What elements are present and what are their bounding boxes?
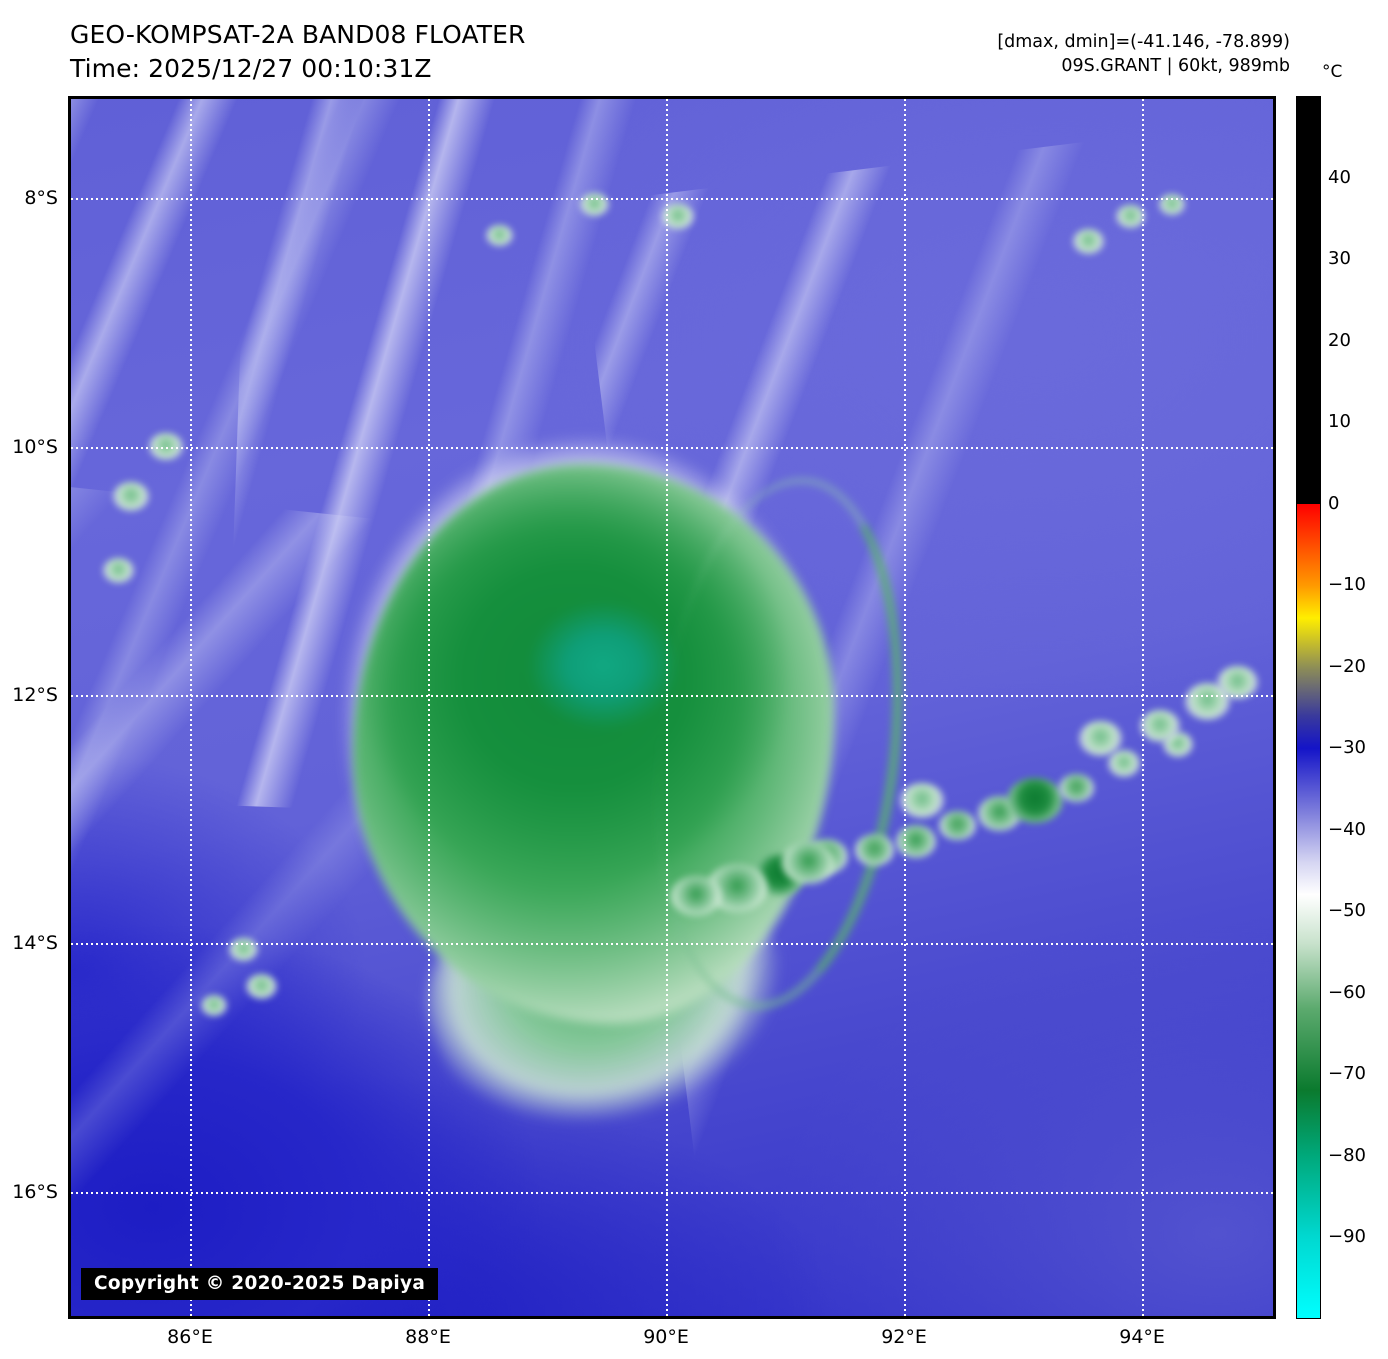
colorbar-tick-labels: 40 30 20 10 0 −10 −20 −30 −40 −50 −60 −70 −80 −90 [1322, 96, 1382, 1319]
convective-cell [782, 841, 836, 884]
colorbar-tick-minus20: −20 [1328, 655, 1366, 677]
ytick-label-10S: 10°S [12, 435, 58, 458]
colorbar-tick-10: 10 [1328, 411, 1351, 433]
convective-cell [670, 876, 721, 917]
convective-cell [895, 824, 937, 859]
convective-cell [149, 433, 183, 461]
page-title: GEO-KOMPSAT-2A BAND08 FLOATER [70, 20, 526, 49]
convective-cell [112, 481, 149, 511]
convective-cell [229, 938, 258, 962]
convective-cell [103, 558, 135, 584]
colorbar-tick-minus40: −40 [1328, 818, 1366, 840]
convective-cell [486, 225, 513, 247]
ytick-label-8S: 8°S [24, 187, 58, 210]
xtick-label-90E: 90°E [643, 1326, 689, 1348]
colorbar-tick-30: 30 [1328, 248, 1351, 270]
colorbar-tick-0: 0 [1328, 492, 1340, 514]
colorbar-tick-minus70: −70 [1328, 1063, 1366, 1085]
convective-cell [662, 204, 694, 230]
convective-cell [200, 994, 227, 1017]
colorbar-tick-minus30: −30 [1328, 737, 1366, 759]
ytick-label-16S: 16°S [12, 1180, 58, 1203]
convective-cell [939, 810, 976, 841]
colorbar-tick-minus10: −10 [1328, 574, 1366, 596]
convective-cell [1078, 721, 1123, 756]
colorbar-tick-20: 20 [1328, 329, 1351, 351]
xtick-label-88E: 88°E [405, 1326, 451, 1348]
timestamp-line: Time: 2025/12/27 00:10:31Z [70, 54, 432, 83]
convective-cell [900, 783, 944, 818]
metadata-block: [dmax, dmin]=(-41.146, -78.899) 09S.GRAN… [997, 30, 1290, 78]
convective-cell [1059, 774, 1094, 803]
colorbar-tick-minus60: −60 [1328, 981, 1366, 1003]
xtick-label-94E: 94°E [1119, 1326, 1165, 1348]
convective-cell [1007, 777, 1063, 824]
title-block: GEO-KOMPSAT-2A BAND08 FLOATER Time: 2025… [70, 18, 525, 86]
convective-cell [1216, 666, 1258, 699]
central-dense-overcast [353, 464, 835, 1024]
ytick-label-12S: 12°S [12, 684, 58, 707]
convective-cell [1158, 193, 1186, 216]
convective-cell [245, 974, 277, 1000]
convective-cell [1072, 229, 1105, 255]
convective-cell [1108, 750, 1141, 777]
colorbar-gradient [1297, 97, 1320, 1318]
convective-cell [580, 193, 610, 217]
xtick-label-92E: 92°E [881, 1326, 927, 1348]
temperature-colorbar[interactable] [1296, 96, 1321, 1319]
satellite-image-plot[interactable]: Copyright © 2020-2025 Dapiya [68, 96, 1276, 1319]
colorbar-tick-minus50: −50 [1328, 900, 1366, 922]
colorbar-unit-label: °C [1322, 62, 1343, 82]
xtick-label-86E: 86°E [167, 1326, 213, 1348]
ytick-label-14S: 14°S [12, 932, 58, 955]
colorbar-tick-minus80: −80 [1328, 1144, 1366, 1166]
colorbar-tick-40: 40 [1328, 166, 1351, 188]
convective-cell [1115, 205, 1145, 229]
convective-cell [855, 834, 894, 867]
storm-info-label: 09S.GRANT | 60kt, 989mb [1061, 56, 1290, 76]
colorbar-tick-minus90: −90 [1328, 1226, 1366, 1248]
convective-cell [1139, 709, 1181, 743]
data-range-label: [dmax, dmin]=(-41.146, -78.899) [997, 32, 1290, 52]
satellite-imagery [71, 99, 1273, 1316]
copyright-watermark: Copyright © 2020-2025 Dapiya [81, 1268, 439, 1300]
